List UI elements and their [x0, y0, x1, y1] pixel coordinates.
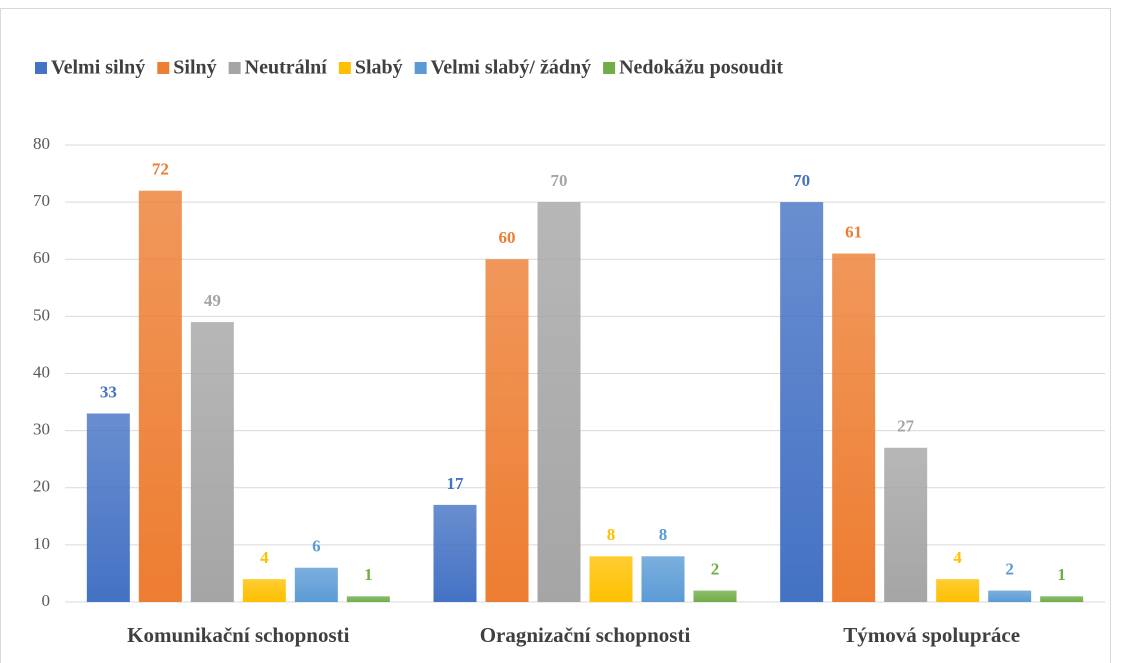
bar: [294, 567, 338, 602]
legend-label: Silný: [173, 57, 216, 79]
legend-swatch: [603, 62, 616, 74]
bar: [242, 579, 286, 602]
data-label: 8: [659, 525, 668, 544]
y-tick-label: 50: [33, 305, 50, 324]
bar: [190, 322, 234, 602]
data-label: 70: [793, 171, 810, 190]
y-tick-label: 10: [33, 534, 50, 553]
y-tick-label: 60: [33, 248, 50, 267]
data-label: 70: [551, 171, 568, 190]
data-label: 49: [204, 291, 221, 310]
chart-border: [0, 8, 1111, 663]
bar: [641, 556, 685, 602]
y-tick-label: 0: [42, 591, 51, 610]
data-label: 2: [711, 559, 720, 578]
data-label: 27: [897, 417, 915, 436]
bar: [693, 590, 737, 602]
bar: [485, 259, 529, 602]
data-label: 4: [953, 548, 962, 567]
data-label: 72: [152, 160, 169, 179]
legend-label: Velmi silný: [51, 57, 145, 79]
data-label: 61: [845, 222, 862, 241]
x-tick-label: Týmová spolupráce: [843, 623, 1020, 647]
bar: [832, 253, 876, 602]
y-tick-label: 20: [33, 477, 50, 496]
bar: [1040, 596, 1084, 602]
legend-swatch: [338, 62, 351, 74]
y-tick-label: 80: [33, 134, 50, 153]
data-label: 4: [260, 548, 269, 567]
x-tick-label: Komunikační schopnosti: [127, 623, 349, 647]
legend-label: Neutrální: [245, 57, 328, 79]
data-label: 6: [312, 537, 321, 556]
x-tick-label: Oragnizační schopnosti: [480, 623, 691, 647]
bar: [433, 504, 477, 602]
bar: [138, 190, 182, 602]
data-label: 1: [1057, 565, 1066, 584]
legend-label: Nedokážu posoudit: [619, 57, 783, 79]
data-label: 1: [364, 565, 373, 584]
data-label: 33: [100, 382, 117, 401]
bar: [936, 579, 980, 602]
data-label: 17: [447, 474, 465, 493]
legend-swatch: [414, 62, 427, 74]
bar: [346, 596, 390, 602]
bar: [780, 202, 824, 602]
legend-swatch: [157, 62, 170, 74]
data-label: 8: [607, 525, 616, 544]
bar: [86, 413, 130, 602]
bar: [988, 590, 1032, 602]
y-tick-label: 70: [33, 191, 50, 210]
legend-label: Velmi slabý/ žádný: [431, 57, 591, 79]
legend-label: Slabý: [355, 57, 403, 79]
legend-swatch: [35, 62, 47, 74]
bar: [537, 202, 581, 602]
y-tick-label: 30: [33, 420, 50, 439]
bar: [884, 447, 928, 602]
data-label: 2: [1005, 559, 1014, 578]
data-label: 60: [499, 228, 516, 247]
y-tick-label: 40: [33, 362, 50, 381]
legend-swatch: [228, 62, 241, 74]
bar: [589, 556, 633, 602]
